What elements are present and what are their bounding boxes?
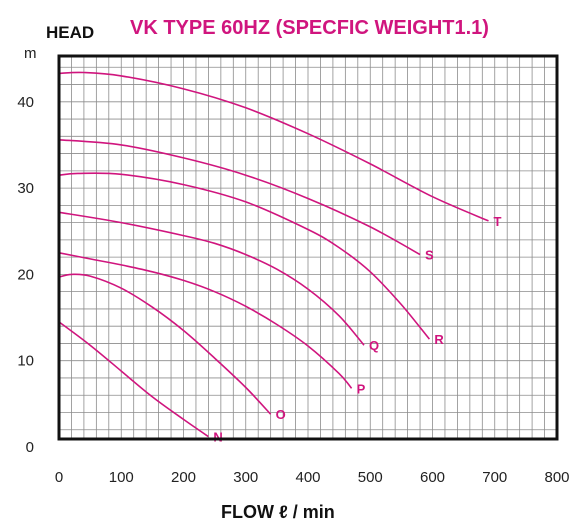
curve-p [58, 252, 353, 389]
curve-label-r: R [434, 332, 444, 347]
curve-r [58, 172, 431, 340]
x-tick-label: 700 [482, 469, 507, 486]
curve-s [58, 139, 421, 256]
curve-o [58, 273, 272, 415]
x-tick-label: 800 [544, 469, 569, 486]
plot-frame [57, 54, 559, 441]
y-tick-label: 30 [17, 180, 34, 197]
y-tick-label: 10 [17, 353, 34, 370]
chart-title: VK TYPE 60HZ (SPECFIC WEIGHT1.1) [130, 17, 489, 39]
curve-n [58, 321, 209, 438]
curve-label-s: S [425, 248, 434, 263]
curve-label-q: Q [369, 338, 379, 353]
curve-label-t: T [494, 214, 502, 229]
grid [58, 56, 558, 439]
curves: N O P Q R S T [58, 71, 502, 445]
x-tick-label: 200 [171, 469, 196, 486]
x-axis-label: FLOW ℓ / min [221, 502, 335, 522]
curve-t [58, 71, 489, 222]
curve-label-p: P [357, 381, 366, 396]
y-tick-label: 40 [17, 94, 34, 111]
tick-labels: 0 100 200 300 400 500 600 700 800 0 10 20 30 40 [17, 94, 569, 486]
curve-label-n: N [213, 430, 222, 445]
curve-label-o: O [276, 407, 286, 422]
x-tick-label: 100 [109, 469, 134, 486]
y-tick-label: 20 [17, 266, 34, 283]
x-tick-label: 500 [358, 469, 383, 486]
x-tick-label: 0 [55, 469, 63, 486]
x-tick-label: 400 [295, 469, 320, 486]
y-axis-label: HEAD [46, 23, 94, 42]
x-tick-label: 300 [233, 469, 258, 486]
y-tick-label: 0 [26, 439, 34, 456]
x-tick-label: 600 [420, 469, 445, 486]
y-axis-unit: m [24, 45, 37, 62]
curve-q [58, 211, 365, 346]
